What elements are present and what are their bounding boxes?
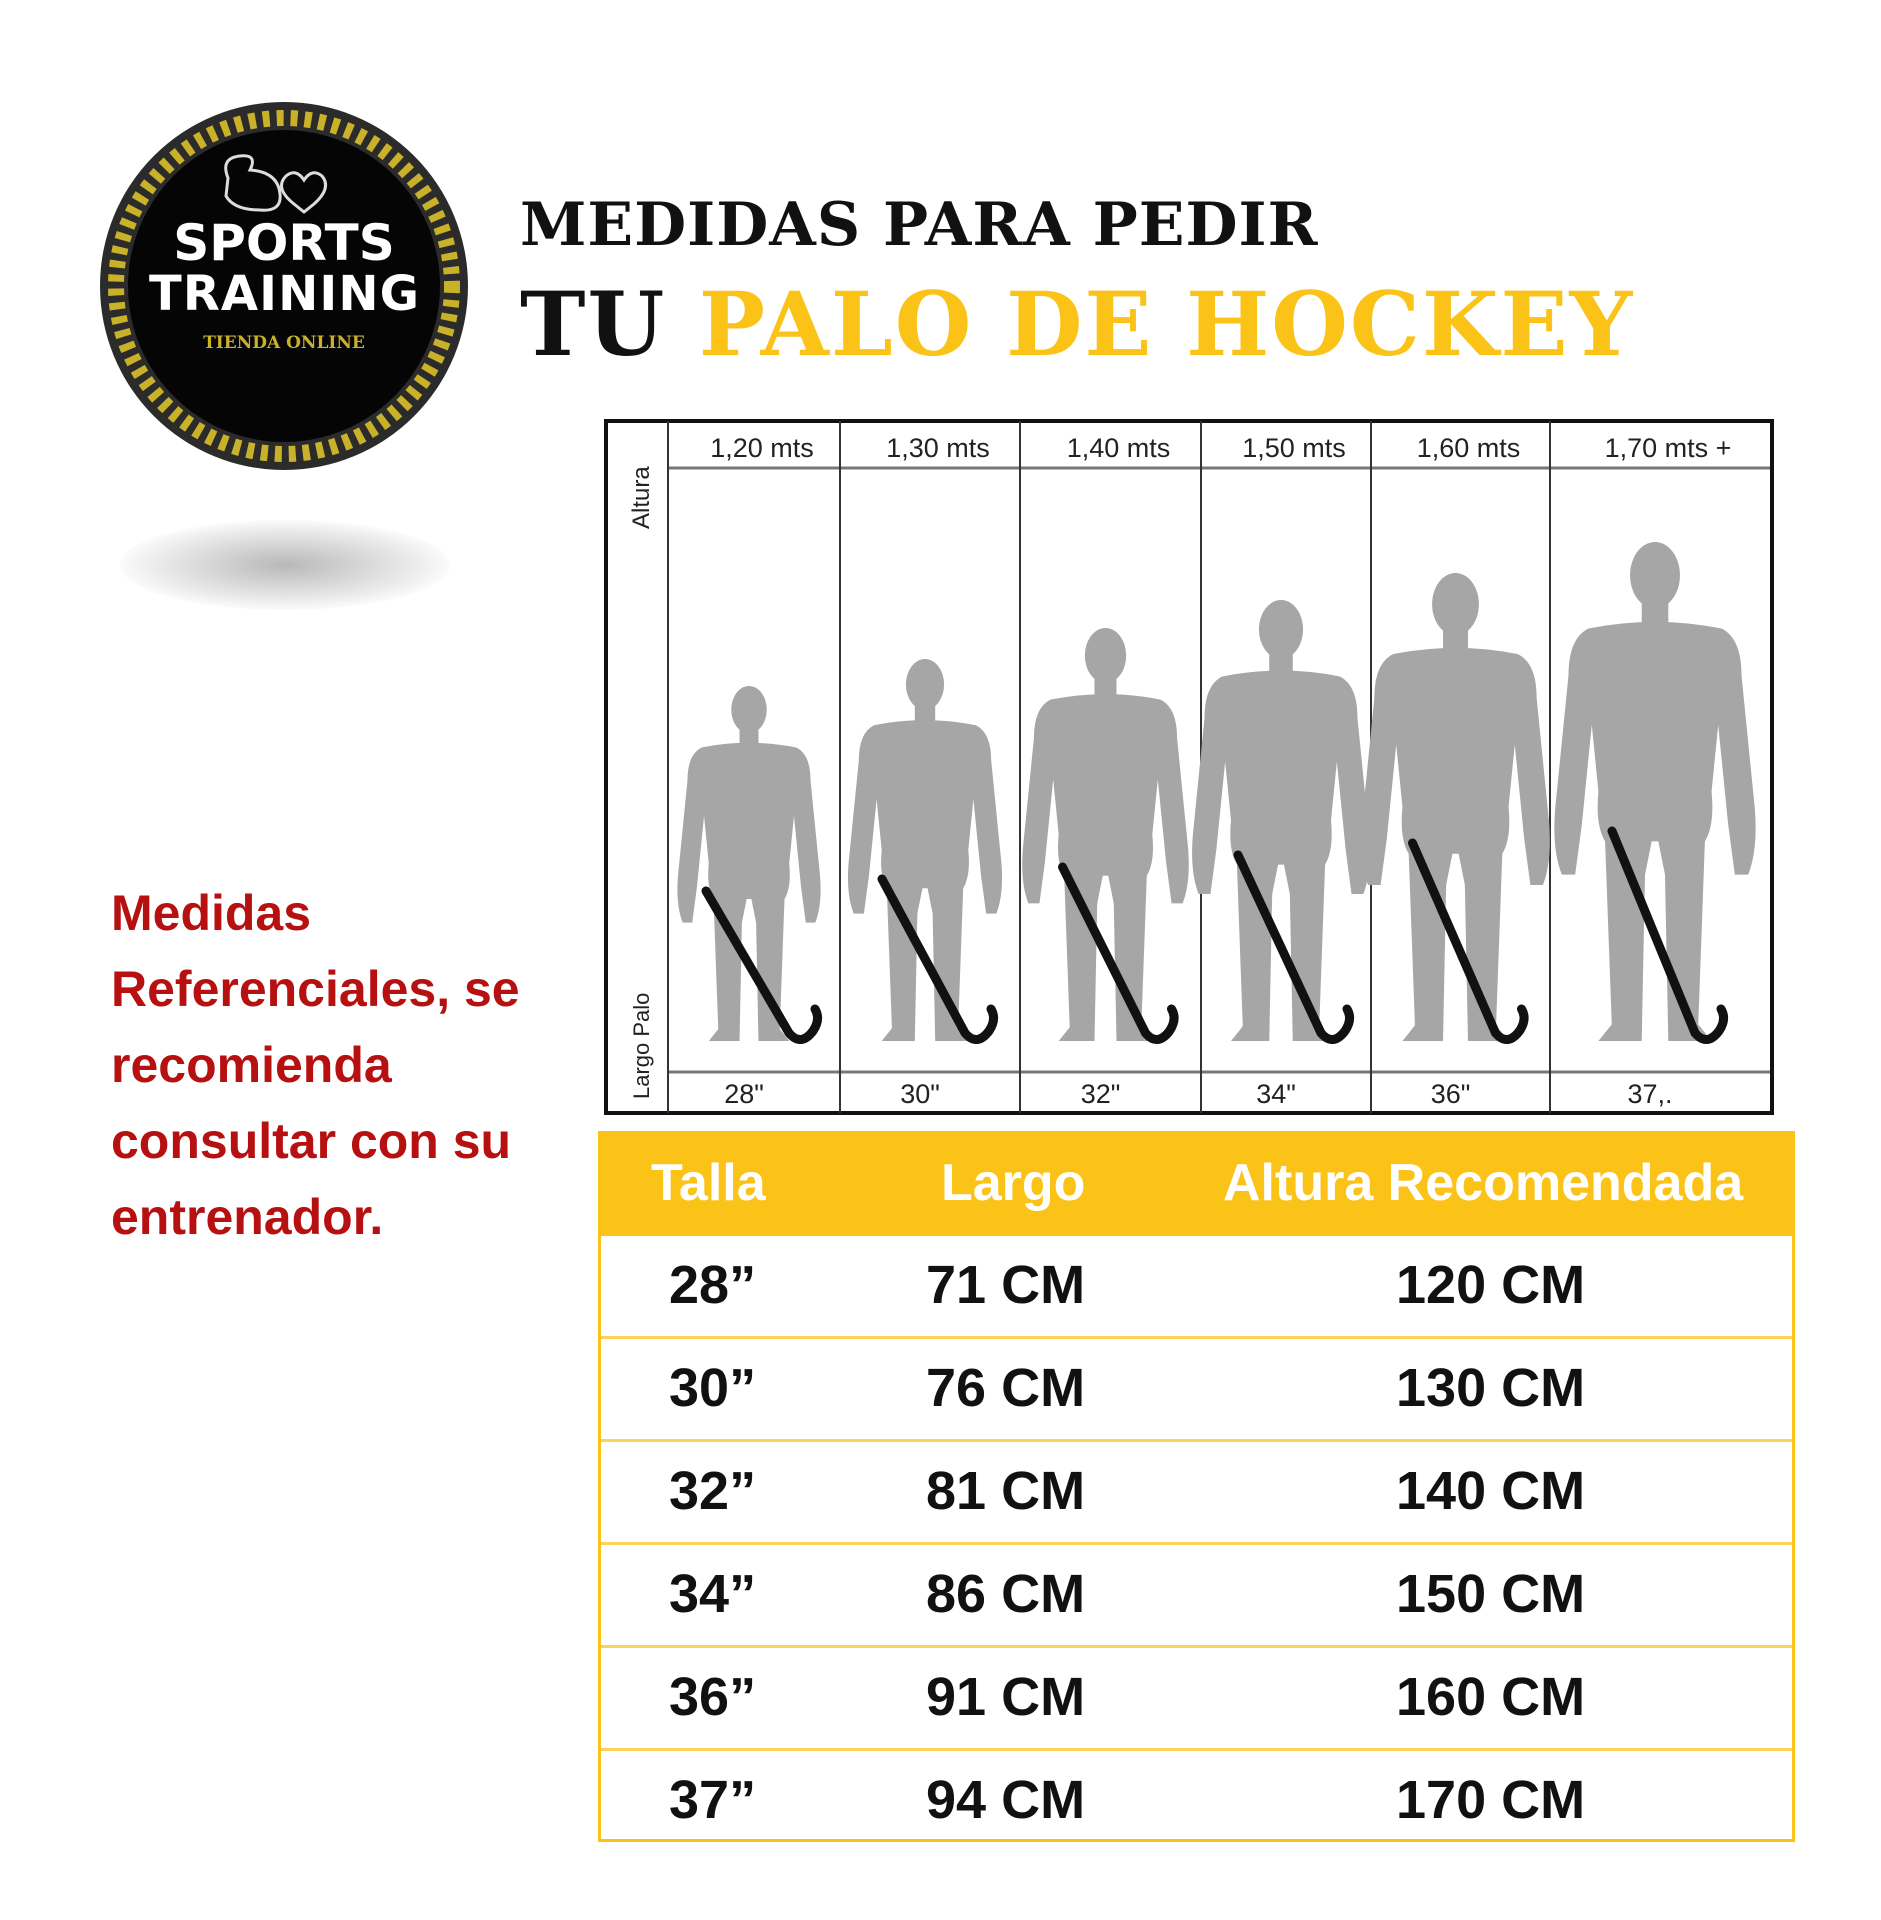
table-row: 34” 86 CM 150 CM [601, 1545, 1792, 1648]
length-label: 32" [1081, 1079, 1121, 1109]
length-label: 36" [1431, 1079, 1471, 1109]
person-silhouette [847, 659, 1003, 1041]
person-silhouette [1022, 628, 1189, 1041]
sports-training-logo: SPORTS TRAINING TIENDA ONLINE [100, 102, 468, 470]
logo-tagline: TIENDA ONLINE [203, 333, 365, 353]
hockey-stick [1607, 826, 1729, 1044]
cell-largo: 94 CM [926, 1770, 1086, 1830]
person-silhouette [1192, 600, 1370, 1041]
height-stick-diagram: Altura Largo Palo 1,20 mts 28" 1,30 mts 30"… [604, 419, 1774, 1115]
size-table-header: Talla Largo Altura Recomendada [601, 1131, 1792, 1236]
table-row: 30” 76 CM 130 CM [601, 1339, 1792, 1442]
axis-label-largo-palo: Largo Palo [629, 993, 654, 1099]
header-altura-recomendada: Altura Recomendada [1223, 1154, 1744, 1212]
hockey-stick [1058, 862, 1179, 1044]
table-row: 32” 81 CM 140 CM [601, 1442, 1792, 1545]
logo-text-sports: SPORTS [173, 214, 395, 272]
title-line-2: TU PALO DE HOCKEY [520, 272, 1634, 376]
cell-altura: 140 CM [1396, 1461, 1586, 1521]
height-label: 1,50 mts [1242, 433, 1346, 463]
height-label: 1,70 mts + [1605, 433, 1732, 463]
cell-altura: 160 CM [1396, 1667, 1586, 1727]
reference-note: Medidas Referenciales, se recomienda con… [111, 885, 520, 1245]
hockey-stick [1408, 838, 1529, 1044]
height-label: 1,30 mts [886, 433, 990, 463]
logo-text-training: TRAINING [149, 266, 419, 322]
hockey-stick [701, 886, 823, 1044]
size-table: Talla Largo Altura Recomendada 28” 71 CM 1… [598, 1131, 1795, 1842]
cell-largo: 71 CM [926, 1255, 1086, 1315]
cell-talla: 32” [669, 1461, 757, 1521]
table-row: 36” 91 CM 160 CM [601, 1648, 1792, 1751]
height-label: 1,60 mts [1417, 433, 1521, 463]
cell-altura: 120 CM [1396, 1255, 1586, 1315]
cell-talla: 28” [669, 1255, 757, 1315]
title-prefix: TU [520, 272, 667, 376]
person-silhouette [677, 686, 821, 1041]
cell-talla: 34” [669, 1564, 757, 1624]
length-label: 37,. [1627, 1079, 1672, 1109]
cell-altura: 150 CM [1396, 1564, 1586, 1624]
cell-largo: 76 CM [926, 1358, 1086, 1418]
header-talla: Talla [651, 1154, 766, 1212]
hockey-stick [1233, 850, 1355, 1044]
height-label: 1,20 mts [710, 433, 814, 463]
title-line-1: MEDIDAS PARA PEDIR [520, 190, 1319, 260]
cell-largo: 91 CM [926, 1667, 1086, 1727]
cell-largo: 81 CM [926, 1461, 1086, 1521]
table-row: 28” 71 CM 120 CM [601, 1236, 1792, 1339]
length-label: 30" [900, 1079, 940, 1109]
cell-talla: 36” [669, 1667, 757, 1727]
title-highlight: PALO DE HOCKEY [698, 272, 1635, 376]
height-label: 1,40 mts [1067, 433, 1171, 463]
cell-altura: 170 CM [1396, 1770, 1586, 1830]
cell-largo: 86 CM [926, 1564, 1086, 1624]
person-silhouette [1554, 542, 1756, 1041]
person-silhouette [1361, 573, 1550, 1041]
arm-heart-icon [224, 154, 328, 214]
cell-talla: 37” [669, 1770, 757, 1830]
cell-altura: 130 CM [1396, 1358, 1586, 1418]
logo-shadow [120, 520, 450, 610]
axis-label-altura: Altura [628, 466, 655, 529]
header-largo: Largo [941, 1154, 1086, 1212]
length-label: 28" [724, 1079, 764, 1109]
cell-talla: 30” [669, 1358, 757, 1418]
hockey-stick [877, 874, 999, 1044]
table-row: 37” 94 CM 170 CM [601, 1751, 1792, 1851]
length-label: 34" [1256, 1079, 1296, 1109]
